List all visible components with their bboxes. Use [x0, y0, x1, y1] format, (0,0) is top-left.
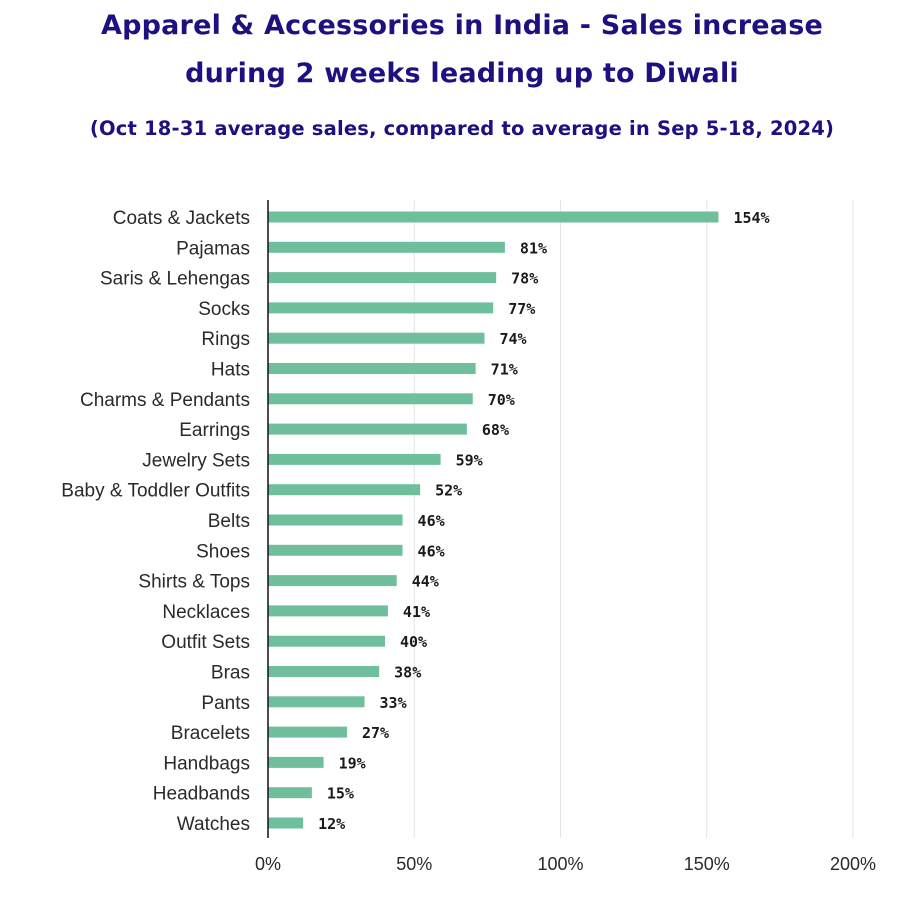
value-label: 77%	[508, 300, 535, 318]
value-label: 81%	[520, 239, 547, 257]
value-label: 41%	[403, 603, 430, 621]
category-labels: Coats & Jackets Pajamas Saris & Lehengas So…	[61, 208, 250, 835]
category-label: Shirts & Tops	[138, 572, 250, 593]
value-label: 38%	[394, 664, 421, 682]
bar	[268, 605, 388, 617]
category-label: Pants	[201, 693, 250, 714]
value-label: 19%	[339, 754, 366, 772]
value-label: 12%	[318, 815, 345, 833]
value-label: 78%	[511, 270, 538, 288]
value-label: 74%	[499, 330, 526, 348]
value-label: 27%	[362, 724, 389, 742]
bar	[268, 787, 312, 799]
category-label: Bras	[211, 663, 250, 684]
x-tick-labels: 0% 50% 100% 150% 200%	[255, 854, 876, 874]
value-label: 52%	[435, 482, 462, 500]
category-label: Necklaces	[162, 602, 250, 623]
value-label: 59%	[456, 451, 483, 469]
bar	[268, 575, 397, 587]
x-tick-label: 50%	[396, 854, 432, 874]
value-label: 154%	[733, 209, 769, 227]
category-label: Rings	[201, 329, 250, 350]
category-label: Bracelets	[171, 723, 250, 744]
bar	[268, 666, 380, 677]
chart-subtitle: (Oct 18-31 average sales, compared to av…	[89, 117, 835, 140]
value-label: 15%	[327, 785, 354, 803]
category-label: Hats	[211, 360, 250, 381]
category-label: Pajamas	[176, 238, 250, 259]
bar	[268, 514, 403, 526]
category-label: Saris & Lehengas	[100, 269, 250, 290]
category-label: Outfit Sets	[161, 632, 250, 653]
value-label: 44%	[412, 573, 439, 591]
gridlines	[413, 200, 854, 838]
bar	[268, 756, 324, 768]
chart-title-line-2: during 2 weeks leading up to Diwali	[185, 58, 739, 89]
category-label: Watches	[177, 814, 250, 835]
bar	[268, 302, 494, 314]
value-label: 40%	[400, 633, 427, 651]
bar	[268, 393, 473, 405]
value-label: 70%	[488, 391, 515, 409]
value-labels: 154% 81% 78% 77% 74% 71% 70% 68% 59% 52% 46% 46% 44%…	[318, 209, 769, 833]
bar	[268, 453, 441, 465]
bar	[268, 726, 347, 738]
category-label: Charms & Pendants	[80, 390, 250, 411]
category-label: Headbands	[153, 784, 250, 805]
category-label: Handbags	[163, 753, 250, 774]
bars	[268, 211, 719, 829]
category-label: Coats & Jackets	[113, 208, 250, 229]
category-label: Baby & Toddler Outfits	[61, 481, 250, 502]
value-label: 33%	[380, 694, 407, 712]
value-label: 68%	[482, 421, 509, 439]
bar	[268, 484, 421, 496]
value-label: 71%	[491, 361, 518, 379]
chart-title-line-1: Apparel & Accessories in India - Sales i…	[100, 10, 824, 41]
x-tick-label: 0%	[255, 854, 281, 874]
bar	[268, 696, 365, 708]
bar	[268, 635, 385, 647]
bar	[268, 423, 467, 435]
category-label: Earrings	[179, 420, 250, 441]
x-tick-label: 200%	[830, 854, 876, 874]
bar	[268, 363, 476, 374]
value-label: 46%	[418, 512, 445, 530]
bar	[268, 211, 719, 223]
bar	[268, 544, 403, 556]
category-label: Belts	[208, 511, 250, 532]
value-label: 46%	[418, 542, 445, 560]
category-label: Jewelry Sets	[142, 450, 250, 471]
category-label: Shoes	[196, 541, 250, 562]
x-tick-label: 100%	[537, 854, 583, 874]
bar	[268, 817, 304, 829]
bar	[268, 332, 485, 344]
bar	[268, 272, 497, 284]
x-tick-label: 150%	[684, 854, 730, 874]
bar	[268, 241, 505, 253]
category-label: Socks	[198, 299, 250, 320]
